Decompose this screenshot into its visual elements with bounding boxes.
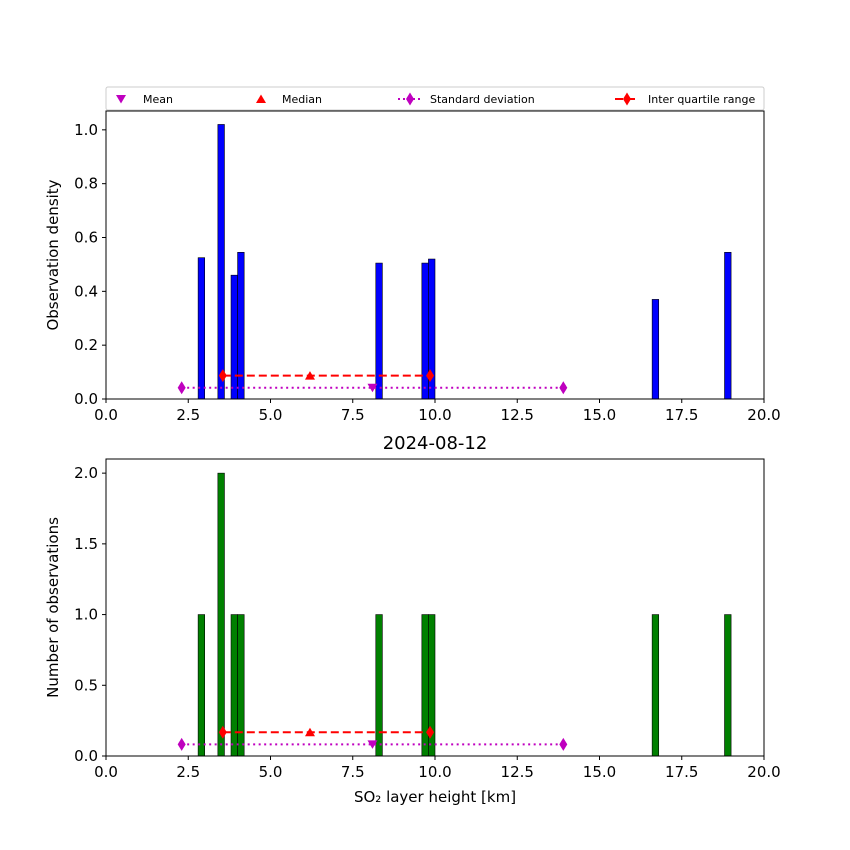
- iqr-min-marker: [218, 369, 227, 383]
- y-tick-label: 0.2: [74, 336, 98, 354]
- legend-entry: Standard deviation: [398, 92, 535, 106]
- median-marker: [304, 727, 315, 737]
- x-tick-label: 5.0: [259, 406, 283, 424]
- x-tick-label: 20.0: [747, 406, 780, 424]
- histogram-bar: [237, 614, 245, 757]
- histogram-bar: [217, 124, 225, 400]
- x-tick-label: 12.5: [501, 763, 534, 781]
- histogram-bar: [724, 252, 732, 400]
- mean-marker: [367, 740, 378, 749]
- y-tick-label: 0.4: [74, 282, 98, 300]
- y-tick-label: 0.5: [74, 676, 98, 694]
- iqr-max-marker: [426, 369, 435, 383]
- legend-label: Inter quartile range: [648, 93, 755, 106]
- x-axis: 0.0 2.5 5.0 7.5 10.0 12.5 15.0 17.5 20.0: [94, 756, 781, 781]
- histogram-bar: [230, 614, 238, 757]
- iqr-max-marker: [426, 725, 435, 739]
- histogram-bar: [375, 262, 383, 400]
- x-tick-label: 17.5: [665, 763, 698, 781]
- std-max-marker: [559, 381, 568, 395]
- histogram-bar: [217, 472, 225, 757]
- legend-label: Median: [282, 93, 322, 106]
- std-min-marker: [177, 737, 186, 751]
- y-tick-label: 0.8: [74, 175, 98, 193]
- histogram-bar: [421, 262, 429, 400]
- density-histogram-panel: 0.0 2.5 5.0 7.5 10.0 12.5 15.0 17.5 20.00.00.20.…: [44, 110, 781, 424]
- y-tick-label: 1.5: [74, 535, 98, 553]
- y-tick-label: 2.0: [74, 464, 98, 482]
- count-histogram-panel: 0.0 2.5 5.0 7.5 10.0 12.5 15.0 17.5 20.0 0.0 0.5 1.…: [44, 433, 781, 806]
- histogram-bar: [651, 299, 660, 400]
- x-tick-label: 0.0: [94, 406, 118, 424]
- legend-label: Standard deviation: [430, 93, 535, 106]
- std-max-marker: [559, 737, 568, 751]
- y-tick-label: 0.0: [74, 747, 98, 765]
- median-marker: [304, 371, 315, 380]
- histogram-bar: [375, 614, 383, 757]
- histogram-bar: [724, 614, 732, 757]
- panel-title: 2024-08-12: [383, 433, 488, 454]
- legend-entry: Mean: [116, 93, 173, 106]
- y-axis-label: Observation density: [44, 179, 62, 330]
- legend-frame: [105, 86, 765, 111]
- legend-marker: [623, 92, 631, 106]
- legend-marker: [256, 94, 266, 103]
- bars: [197, 472, 732, 757]
- x-tick-label: 2.5: [176, 763, 200, 781]
- y-axis: 0.0 0.5 1.0 1.5 2.0: [74, 464, 106, 765]
- y-tick-label: 0.0: [74, 390, 98, 408]
- legend-label: Mean: [143, 93, 173, 106]
- histogram-bar: [651, 614, 660, 757]
- histogram-bar: [421, 614, 429, 757]
- x-tick-label: 15.0: [583, 406, 616, 424]
- y-tick-label: 1.0: [74, 606, 98, 624]
- legend: Mean Median Standard deviation Inter quarti…: [105, 86, 765, 111]
- legend-entry: Median: [256, 93, 322, 106]
- x-axis: 0.0 2.5 5.0 7.5 10.0 12.5 15.0 17.5 20.0: [94, 399, 781, 424]
- x-tick-label: 0.0: [94, 763, 118, 781]
- statistics-overlay: [177, 369, 568, 395]
- mean-marker: [367, 383, 378, 393]
- x-tick-label: 12.5: [501, 406, 534, 424]
- x-axis-label: SO₂ layer height [km]: [354, 788, 516, 806]
- histogram-bar: [197, 614, 205, 757]
- y-axis: 0.0 0.2 0.4 0.6 0.8 1.0: [74, 121, 106, 408]
- x-tick-label: 17.5: [665, 406, 698, 424]
- x-tick-label: 5.0: [259, 763, 283, 781]
- histogram-bar: [230, 274, 238, 400]
- std-min-marker: [177, 381, 186, 395]
- x-tick-label: 20.0: [747, 763, 780, 781]
- x-tick-label: 2.5: [176, 406, 200, 424]
- y-axis-label: Number of observations: [44, 517, 62, 698]
- x-tick-label: 10.0: [418, 763, 451, 781]
- x-tick-label: 7.5: [341, 763, 365, 781]
- histogram-bar: [197, 257, 205, 400]
- legend-marker: [116, 95, 126, 104]
- iqr-min-marker: [218, 725, 227, 739]
- x-tick-label: 15.0: [583, 763, 616, 781]
- x-tick-label: 10.0: [418, 406, 451, 424]
- y-tick-label: 1.0: [74, 121, 98, 139]
- legend-entry: Inter quartile range: [615, 92, 755, 106]
- histogram-bar: [237, 252, 245, 400]
- statistics-overlay: [177, 725, 568, 751]
- x-tick-label: 7.5: [341, 406, 365, 424]
- y-tick-label: 0.6: [74, 229, 98, 247]
- legend-marker: [406, 92, 414, 106]
